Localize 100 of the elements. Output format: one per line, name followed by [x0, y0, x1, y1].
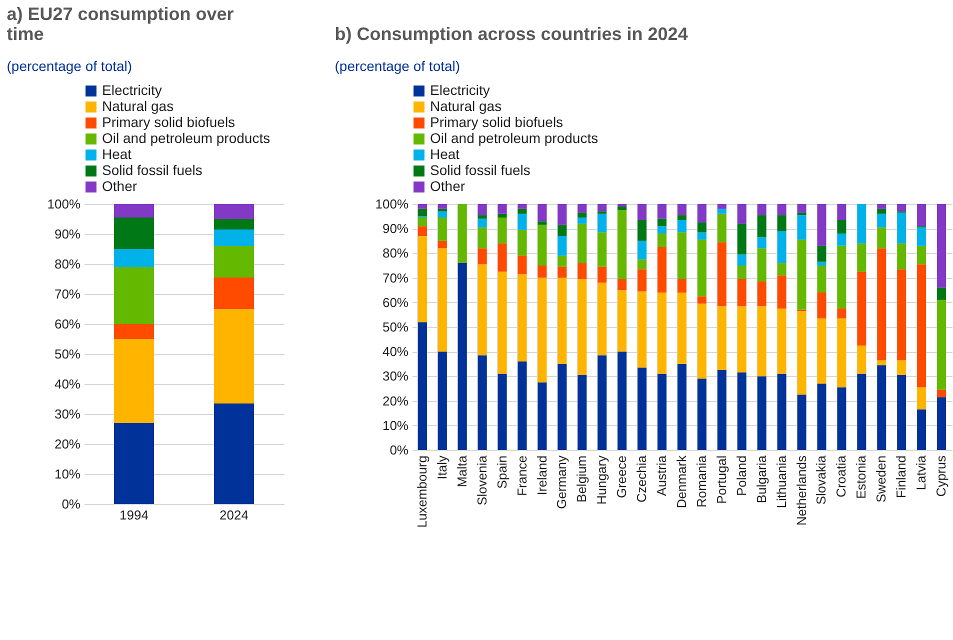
bar: [697, 222, 706, 232]
bar: [558, 236, 567, 256]
bar: [737, 279, 746, 306]
legend-label: Other: [430, 178, 466, 194]
bar: [658, 374, 667, 450]
bar: [518, 208, 527, 214]
bar: [598, 211, 607, 214]
bar: [418, 226, 427, 236]
bar: [717, 306, 726, 370]
bar: [797, 212, 806, 216]
bar: [917, 227, 926, 246]
bar: [558, 266, 567, 278]
bar: [658, 292, 667, 374]
bar: [757, 376, 766, 450]
x-tick-label: Netherlands: [794, 455, 809, 526]
legend-label: Electricity: [430, 82, 490, 98]
bar: [877, 227, 886, 248]
bar: [538, 382, 547, 450]
chart-title: b) Consumption across countries in 2024: [334, 24, 688, 44]
bar: [857, 243, 866, 272]
bar: [498, 272, 507, 374]
bar: [638, 269, 647, 292]
bar: [438, 204, 447, 209]
bar: [114, 267, 154, 324]
bar: [418, 236, 427, 322]
bar: [618, 210, 627, 280]
y-tick-label: 0%: [62, 496, 81, 512]
bar: [478, 227, 487, 248]
bar: [757, 248, 766, 282]
bar: [518, 204, 527, 209]
x-tick-label: France: [514, 456, 530, 496]
bar: [817, 292, 826, 318]
bar: [478, 204, 487, 216]
x-tick-label: Ireland: [534, 456, 550, 496]
bar: [817, 266, 826, 293]
y-tick-label: 100%: [47, 196, 81, 212]
bar: [697, 378, 706, 450]
legend-label: Primary solid biofuels: [102, 114, 236, 130]
bar: [757, 306, 766, 376]
bar: [578, 212, 587, 218]
bar: [478, 355, 487, 450]
bar: [897, 269, 906, 360]
bar: [737, 224, 746, 254]
bar: [737, 254, 746, 266]
x-tick-label: Austria: [654, 454, 670, 496]
bar: [678, 215, 686, 220]
bar: [598, 204, 607, 212]
bar: [598, 214, 607, 232]
legend-label: Electricity: [102, 82, 162, 98]
bar: [638, 368, 647, 450]
y-tick-label: 60%: [54, 316, 81, 332]
x-tick-label: Finland: [894, 456, 909, 498]
bar: [797, 240, 806, 310]
x-tick-label: Luxembourg: [414, 456, 430, 528]
x-tick-label: Bulgaria: [754, 454, 769, 504]
bar: [578, 374, 587, 450]
bar: [458, 263, 467, 450]
bar: [214, 219, 254, 230]
x-tick-label: Spain: [494, 456, 510, 489]
bar: [418, 218, 427, 226]
bar: [518, 230, 527, 256]
legend-label: Heat: [430, 146, 460, 162]
bar: [777, 231, 786, 264]
bar: [214, 204, 254, 219]
bar: [697, 232, 706, 240]
bar: [114, 204, 154, 218]
y-tick-label: 40%: [54, 376, 81, 392]
chart-subtitle: (percentage of total): [334, 58, 460, 74]
y-tick-label: 90%: [54, 226, 81, 242]
bar: [857, 345, 866, 374]
bar: [598, 282, 607, 356]
bar: [638, 291, 647, 368]
bar: [538, 224, 547, 266]
bar: [937, 300, 946, 390]
bar: [498, 374, 507, 450]
bar: [757, 204, 766, 216]
bar: [598, 232, 607, 267]
bar: [538, 221, 547, 225]
bar: [797, 394, 806, 450]
bar: [917, 387, 926, 410]
bar: [777, 374, 786, 450]
bar: [717, 370, 726, 450]
bar: [418, 204, 427, 209]
bar: [438, 352, 447, 450]
y-tick-label: 70%: [54, 286, 81, 302]
bar: [797, 311, 806, 395]
bar: [518, 214, 527, 230]
x-tick-label: Belgium: [574, 456, 590, 502]
bar: [438, 211, 447, 218]
bar: [717, 208, 726, 214]
bar: [917, 409, 926, 450]
bar: [478, 215, 487, 219]
x-tick-label: Portugal: [714, 455, 729, 504]
bar: [717, 214, 726, 242]
bar: [678, 232, 686, 280]
chart-title: a) EU27 consumption over time: [6, 4, 234, 44]
x-tick-label: Romania: [694, 454, 709, 508]
y-tick-label: 50%: [382, 320, 409, 334]
y-tick-label: 70%: [382, 270, 409, 286]
bar: [817, 384, 826, 450]
